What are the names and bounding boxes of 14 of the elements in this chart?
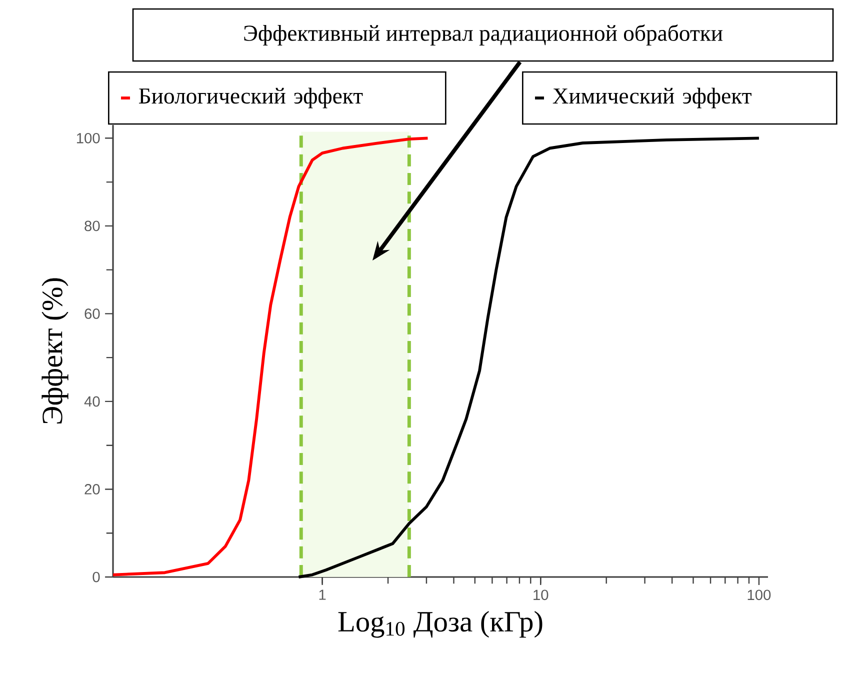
y-tick-label: 0 bbox=[92, 572, 100, 582]
x-tick-label: 10 bbox=[534, 590, 548, 600]
y-tick-label: 80 bbox=[84, 220, 100, 232]
y-tick-label: 60 bbox=[84, 308, 100, 319]
x-axis-title: Log$_{10}$ Доза (кГр) bbox=[338, 611, 542, 638]
legend-label: Химический эффект bbox=[552, 88, 752, 108]
x-tick-label: 100 bbox=[748, 590, 771, 600]
text: Эффективный интервал радиационной обработки bbox=[244, 24, 723, 46]
y-tick-label: 100 bbox=[76, 132, 100, 144]
y-tick-label: 40 bbox=[84, 396, 100, 407]
x-tick-label: 1 bbox=[319, 590, 326, 600]
y-tick-label: 20 bbox=[84, 484, 100, 494]
legend-label: Биологический эффект bbox=[138, 88, 363, 108]
y-axis-title: Эффект (%) bbox=[42, 278, 68, 424]
